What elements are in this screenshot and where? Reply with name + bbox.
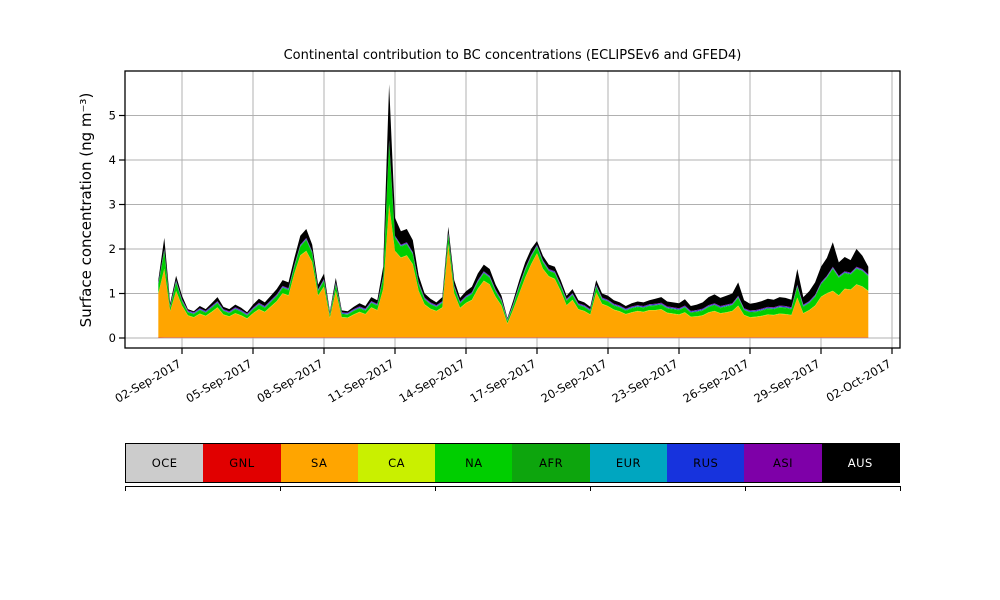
legend-item-aus: AUS [821, 444, 899, 482]
plot-border [124, 70, 901, 349]
area-layer-asi [158, 140, 869, 320]
legend-item-sa: SA [280, 444, 358, 482]
y-tick-label: 4 [109, 153, 116, 167]
legend-item-afr: AFR [512, 444, 590, 482]
legend-item-gnl: GNL [203, 444, 281, 482]
x-tick-label: 11-Sep-2017 [326, 356, 397, 405]
y-tick-label: 0 [109, 331, 116, 345]
legend-item-rus: RUS [667, 444, 745, 482]
legend-item-label: GNL [229, 456, 255, 470]
legend-axis-tick [900, 486, 901, 491]
area-layer-afr [158, 141, 869, 322]
legend-item-label: EUR [615, 456, 642, 470]
y-tick-label: 3 [109, 198, 116, 212]
x-tick-label: 23-Sep-2017 [610, 356, 681, 405]
y-tick-label: 1 [109, 287, 116, 301]
legend-item-label: AUS [847, 456, 873, 470]
x-tick-label: 29-Sep-2017 [752, 356, 823, 405]
y-tick-label: 5 [109, 109, 116, 123]
x-tick-label: 26-Sep-2017 [681, 356, 752, 405]
x-tick-label: 08-Sep-2017 [255, 356, 326, 405]
legend-item-label: RUS [693, 456, 719, 470]
area-layer-sa [158, 204, 869, 338]
x-tick-label: 05-Sep-2017 [184, 356, 255, 405]
x-tick-label: 14-Sep-2017 [397, 356, 468, 405]
legend-item-label: AFR [539, 456, 564, 470]
legend-axis-line [125, 486, 901, 487]
legend-item-asi: ASI [744, 444, 822, 482]
legend-item-label: NA [465, 456, 483, 470]
legend-item-label: SA [311, 456, 328, 470]
legend-axis-tick [590, 486, 591, 491]
x-tick-label: 17-Sep-2017 [468, 356, 539, 405]
legend-item-eur: EUR [589, 444, 668, 482]
legend-item-label: ASI [772, 456, 794, 470]
x-tick-label: 02-Oct-2017 [824, 356, 894, 404]
legend-item-oce: OCE [126, 444, 204, 482]
legend-axis-tick [435, 486, 436, 491]
legend-item-label: CA [388, 456, 405, 470]
legend-item-na: NA [435, 444, 513, 482]
legend: OCE GNL SA CA NA AFR EUR RUS ASI AUS [125, 443, 900, 483]
area-layer-na [158, 142, 869, 324]
area-layer-aus [158, 84, 869, 319]
legend-axis-tick [125, 486, 126, 491]
y-tick-label: 2 [109, 242, 116, 256]
x-tick-label: 02-Sep-2017 [113, 356, 184, 405]
legend-axis-tick [280, 486, 281, 491]
legend-item-ca: CA [357, 444, 436, 482]
chart-title: Continental contribution to BC concentra… [283, 48, 742, 63]
legend-axis-tick [745, 486, 746, 491]
x-tick-label: 20-Sep-2017 [539, 356, 610, 405]
legend-item-label: OCE [151, 456, 178, 470]
